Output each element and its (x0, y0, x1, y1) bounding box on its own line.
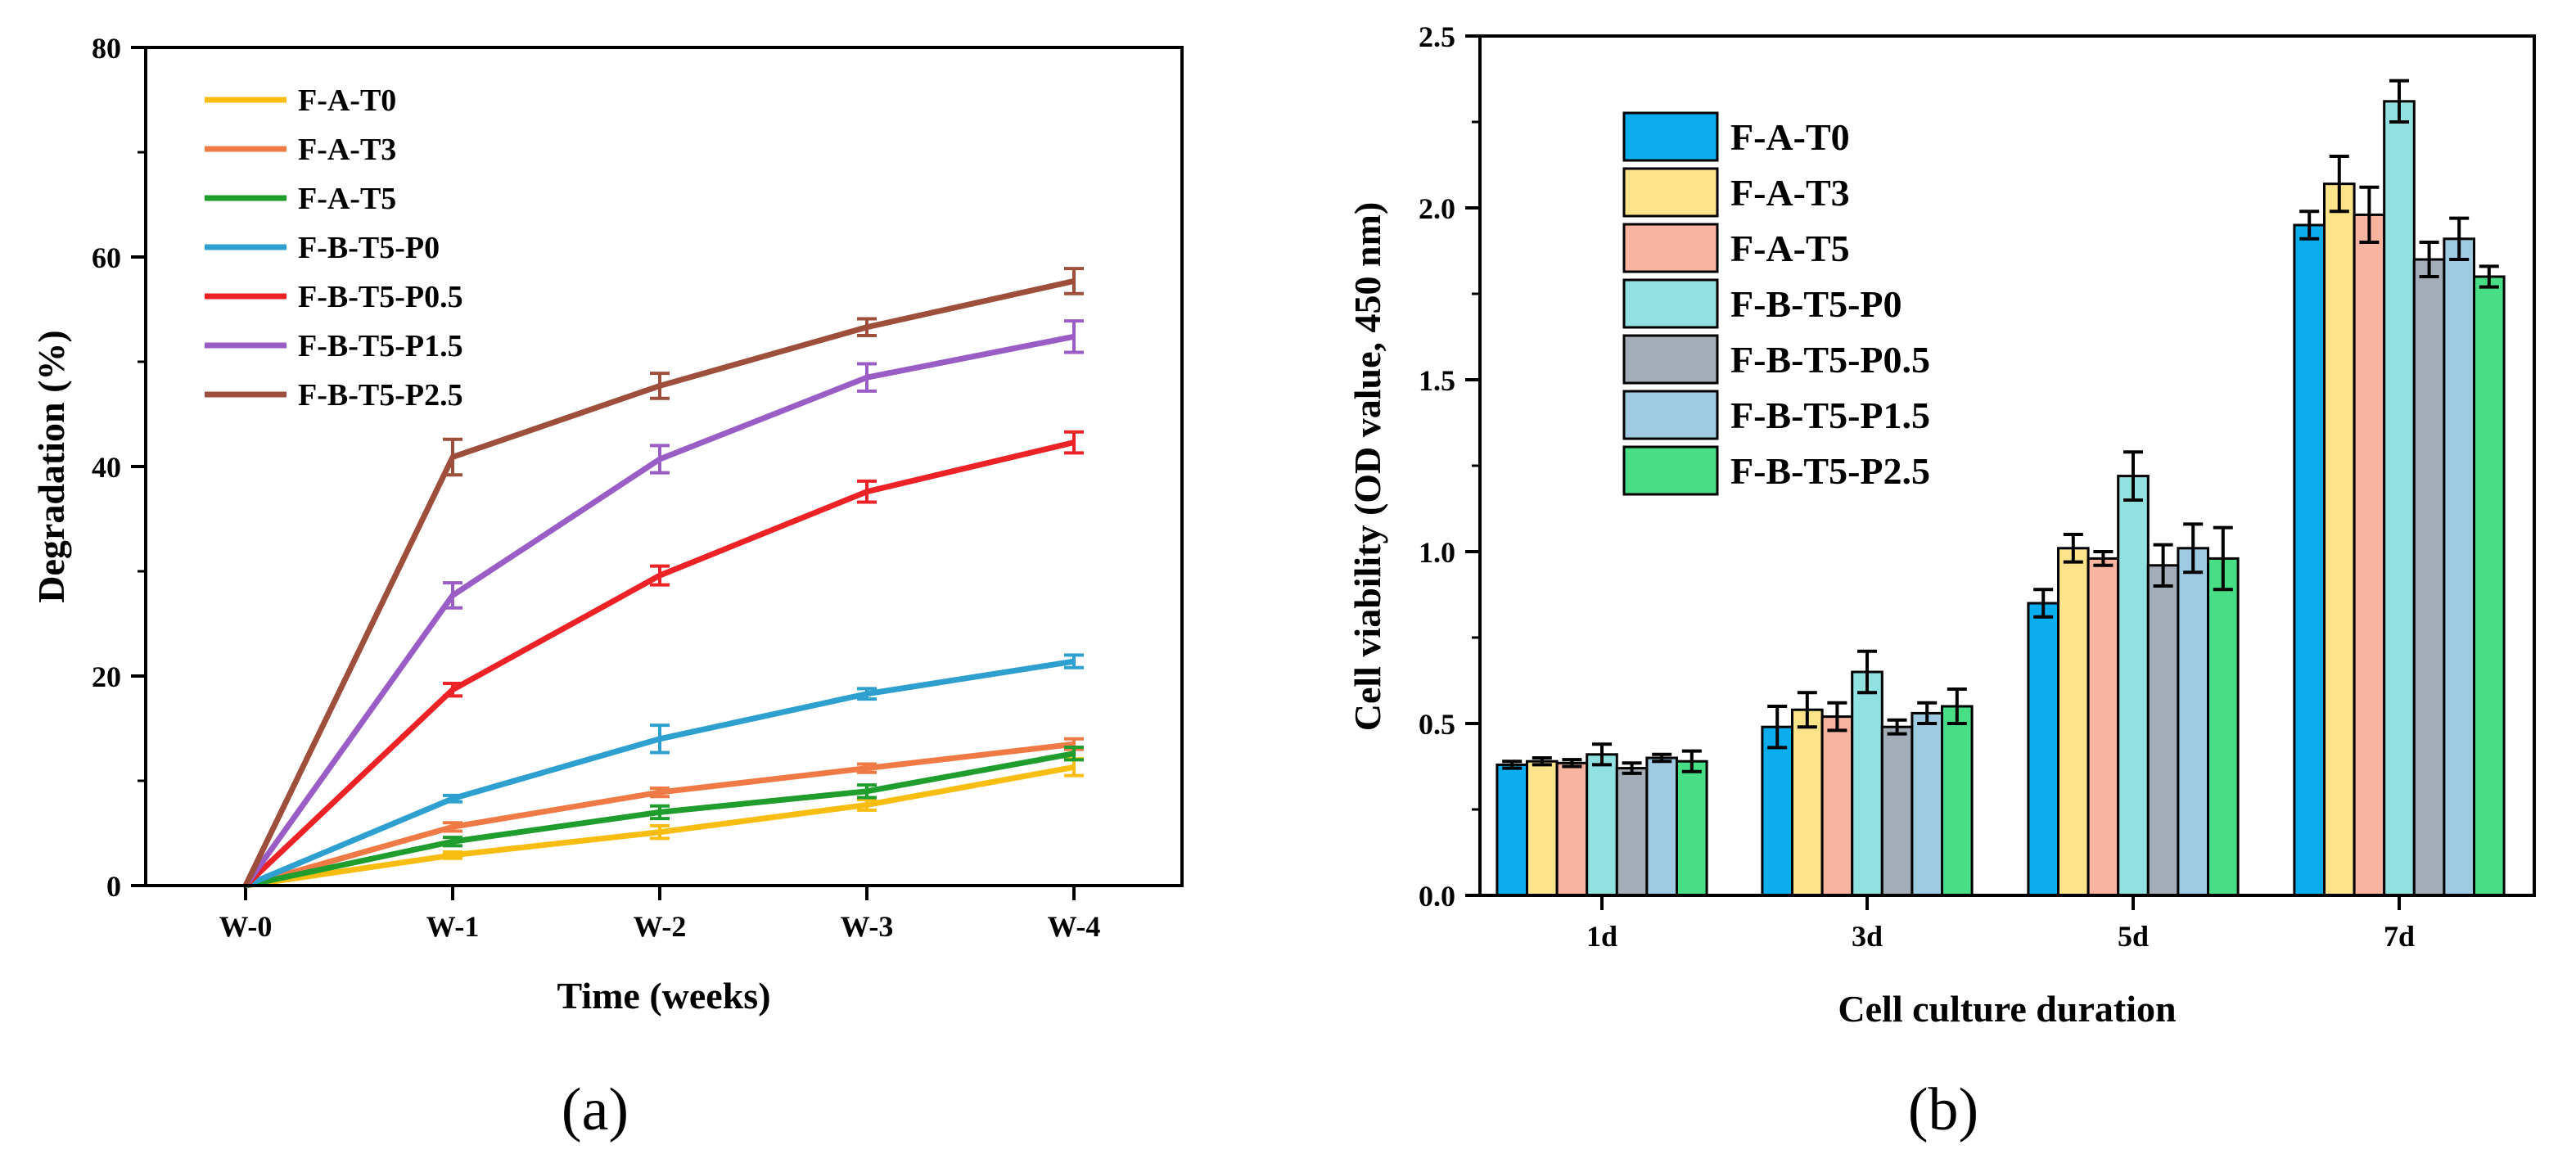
chart-b-bar (1791, 708, 1824, 897)
chart-b-bar (1526, 760, 1559, 897)
chart-b-bar (2293, 223, 2326, 897)
chart-a-series-line (243, 333, 1075, 888)
chart-a-legend-label: F-B-T5-P1.5 (298, 329, 463, 363)
chart-b-bar (1851, 670, 1884, 897)
chart-a-legend-label: F-A-T3 (298, 133, 396, 167)
chart-b-bar (1586, 753, 1618, 897)
chart-a-xtick-label: W-4 (1048, 910, 1101, 943)
chart-b-ytick-label: 2.0 (1419, 192, 1455, 225)
chart-b-bar (2353, 213, 2386, 897)
chart-b-xtick-label: 1d (1586, 920, 1617, 953)
chart-a-legend-label: F-B-T5-P0 (298, 231, 440, 265)
chart-a-xtick-label: W-2 (634, 910, 687, 943)
chart-b-bar (2443, 237, 2475, 897)
chart-b-bar (2177, 547, 2209, 897)
chart-a-ytick-label: 60 (92, 241, 121, 274)
chart-b-bar (1645, 756, 1679, 897)
chart-b: 0.0 0.5 1.0 1.5 2.0 2.5 1d 3d 5d 7d F-A-T0 F-A-T3 F… (1347, 20, 2536, 1143)
chart-b-bar (1911, 711, 1943, 897)
chart-b-legend-swatch (1622, 445, 1719, 496)
chart-a-xtick-label: W-3 (841, 910, 894, 943)
chart-a-ylabel: Degradation (%) (30, 330, 72, 602)
chart-b-bar (2207, 557, 2240, 897)
chart-b-xtick-label: 3d (1852, 920, 1883, 953)
chart-a-legend-label: F-B-T5-P0.5 (298, 280, 463, 314)
chart-b-frame (1478, 34, 2536, 897)
chart-a-ytick-label: 20 (92, 660, 121, 693)
chart-a-legend-label: F-A-T5 (298, 182, 396, 216)
chart-b-xlabel: Cell culture duration (1838, 988, 2176, 1030)
chart-a-legend-label: F-B-T5-P2.5 (298, 378, 463, 412)
chart-b-xtick-label: 5d (2118, 920, 2149, 953)
chart-a-legend-label: F-A-T0 (298, 83, 396, 118)
chart-b-bar (1941, 705, 1974, 897)
chart-b-legend-swatch (1622, 334, 1719, 385)
chart-b-xtick-label: 7d (2384, 920, 2415, 953)
chart-b-ytick-label: 0.0 (1419, 880, 1455, 913)
chart-b-legend-swatch (1622, 167, 1719, 218)
chart-b-bar (1676, 760, 1708, 897)
chart-b-panel-label: (b) (1908, 1076, 1978, 1143)
chart-b-legend-label: F-B-T5-P0 (1730, 283, 1902, 325)
chart-b-bar (1555, 761, 1589, 897)
chart-a-xlabel: Time (weeks) (557, 975, 770, 1017)
chart-a-frame (144, 46, 1184, 887)
chart-b-ytick-label: 0.5 (1419, 708, 1455, 741)
chart-a-ytick-label: 0 (106, 870, 121, 903)
chart-b-ylabel: Cell viability (OD value, 450 nm) (1347, 202, 1388, 732)
chart-a-panel-label: (a) (562, 1076, 629, 1143)
chart-b-bar (2323, 183, 2356, 897)
chart-a-ytick-label: 80 (92, 32, 121, 65)
chart-a-xtick-label: W-0 (219, 910, 273, 943)
chart-b-legend-label: F-B-T5-P1.5 (1730, 394, 1930, 436)
chart-a-ytick-label: 40 (92, 451, 121, 484)
chart-b-ytick-label: 1.5 (1419, 364, 1455, 397)
chart-b-bar (2027, 602, 2059, 897)
chart-b-legend-label: F-A-T5 (1730, 228, 1850, 269)
chart-b-legend-swatch (1622, 390, 1719, 440)
chart-b-ytick-label: 2.5 (1419, 20, 1455, 53)
chart-b-bar (1496, 763, 1529, 897)
chart-b-bar (1820, 715, 1854, 897)
chart-b-bar (2057, 547, 2090, 897)
chart-a-xtick-label: W-1 (426, 910, 480, 943)
chart-b-legend-swatch (1622, 278, 1719, 329)
chart-b-legend-label: F-B-T5-P2.5 (1730, 450, 1930, 492)
chart-b-bar (2146, 564, 2180, 897)
chart-b-legend-swatch (1622, 111, 1719, 162)
chart-b-bar (2473, 275, 2506, 897)
chart-b-ytick-label: 1.0 (1419, 536, 1455, 569)
chart-b-legend-label: F-A-T3 (1730, 172, 1850, 214)
chart-b-bar (2087, 557, 2120, 897)
chart-b-bar (2412, 258, 2446, 897)
chart-b-bar (2383, 100, 2416, 897)
chart-b-legend-label: F-B-T5-P0.5 (1730, 339, 1930, 381)
chart-b-bar (1761, 725, 1793, 897)
chart-b-bar (2117, 475, 2150, 897)
chart-b-legend-swatch (1622, 223, 1719, 273)
chart-b-bar (1880, 725, 1914, 897)
chart-b-legend-label: F-A-T0 (1730, 116, 1850, 158)
chart-a: 0 20 40 60 80 W-0 W-1 W-2 W-3 W-4 F-A-T0 F-A-T3 F-A… (30, 32, 1184, 1143)
chart-b-bar (1615, 767, 1649, 897)
